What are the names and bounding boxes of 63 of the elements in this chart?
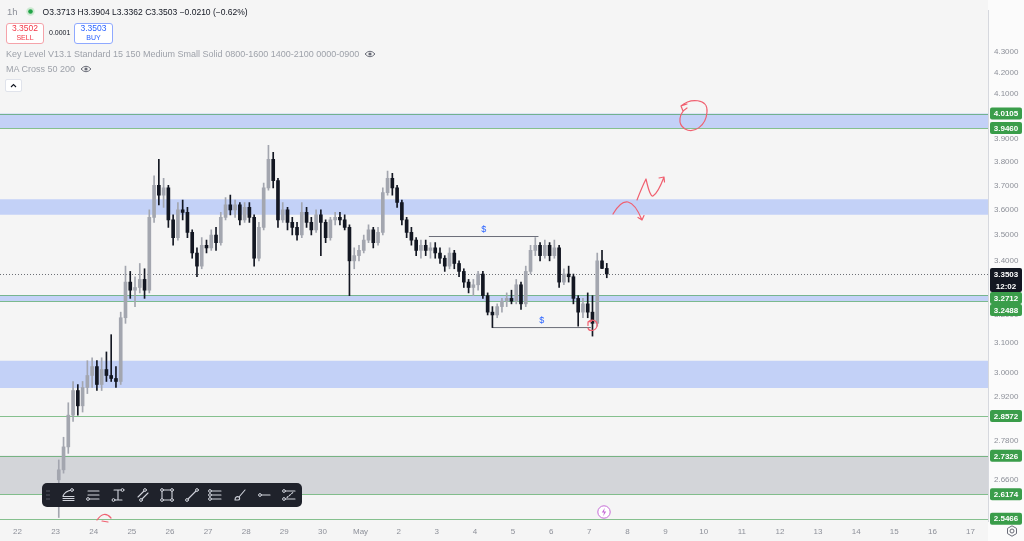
series-label: $ xyxy=(481,223,487,234)
ref-line-label: 2.6174 xyxy=(993,489,1019,499)
annotation: MA Cross 50 200 xyxy=(6,64,76,74)
chart-title: 1h xyxy=(7,6,18,17)
x-tick-label: 28 xyxy=(241,527,252,536)
candlestick xyxy=(109,334,114,382)
candlestick xyxy=(333,212,337,226)
y-tick-label: 3.6000 xyxy=(994,205,1020,215)
x-tick-label: 25 xyxy=(127,527,137,536)
candlestick xyxy=(338,212,342,226)
x-tick-label: 7 xyxy=(587,527,593,536)
y-tick-label: 2.6600 xyxy=(994,475,1020,485)
ref-line-label: 3.9460 xyxy=(993,123,1019,133)
legend-label: 3.2488 xyxy=(993,305,1019,315)
annotation: Key Level V13.1 Standard 15 150 Medium Small Solid 0800-1600 1400-2100 0000-0900 xyxy=(6,49,360,59)
x-tick-label: May xyxy=(353,527,369,536)
x-tick-label: 30 xyxy=(318,527,328,536)
x-tick-label: 3 xyxy=(434,527,440,536)
x-tick-label: 24 xyxy=(89,527,99,536)
candlestick xyxy=(504,292,509,307)
x-tick-label: 16 xyxy=(927,527,938,536)
ref-line-label: 4.0105 xyxy=(993,109,1019,119)
y-tick-label: 3.1000 xyxy=(994,338,1020,348)
y-tick-label: 2.7800 xyxy=(994,435,1020,445)
x-tick-label: 2 xyxy=(396,527,402,536)
ref-line-label: 2.5466 xyxy=(993,514,1019,524)
x-tick-label: 8 xyxy=(625,527,631,536)
y-tick-label: 3.0000 xyxy=(994,367,1020,377)
x-tick-label: 15 xyxy=(889,527,900,536)
candlestick xyxy=(157,158,161,206)
y-tick-label: 3.9000 xyxy=(994,133,1020,143)
x-tick-label: 14 xyxy=(851,527,862,536)
y-tick-label: 3.4000 xyxy=(994,256,1020,266)
chart-subtitle: O3.3713 H3.3904 L3.3362 C3.3503 −0.0210 (−0.62%) xyxy=(42,6,248,17)
x-tick-label: 17 xyxy=(966,527,976,536)
x-tick-label: 11 xyxy=(737,527,747,536)
y-tick-label: 4.2000 xyxy=(994,67,1020,77)
ref-line-label: 2.8572 xyxy=(993,411,1019,421)
x-tick-label: 22 xyxy=(13,527,23,536)
ref-line-label: 2.7326 xyxy=(993,451,1019,461)
x-tick-label: 5 xyxy=(510,527,516,536)
annotation: 3.3503 xyxy=(79,23,108,33)
x-tick-label: 27 xyxy=(203,527,214,536)
candlestick xyxy=(319,209,323,256)
x-tick-label: 10 xyxy=(699,527,709,536)
annotation: 3.3502 xyxy=(11,23,39,33)
y-tick-label: 2.9200 xyxy=(994,391,1020,401)
y-tick-label: 3.8000 xyxy=(994,156,1020,166)
x-tick-label: 29 xyxy=(279,527,290,536)
x-tick-label: 13 xyxy=(813,527,824,536)
x-tick-label: 12 xyxy=(775,527,785,536)
y-tick-label: 4.3000 xyxy=(994,46,1020,56)
x-tick-label: 9 xyxy=(663,527,669,536)
y-tick-label: 3.5000 xyxy=(994,230,1020,240)
series-label: $ xyxy=(539,314,545,325)
ref-line-label: 3.2712 xyxy=(993,293,1019,303)
x-tick-label: 23 xyxy=(51,527,61,536)
x-tick-label: 6 xyxy=(548,527,554,536)
y-tick-label: 4.1000 xyxy=(994,89,1020,99)
x-tick-label: 4 xyxy=(472,527,478,536)
x-tick-label: 26 xyxy=(165,527,175,536)
y-tick-label: 3.7000 xyxy=(994,180,1020,190)
ref-line-label: 3.3503 12:02 xyxy=(993,269,1019,291)
